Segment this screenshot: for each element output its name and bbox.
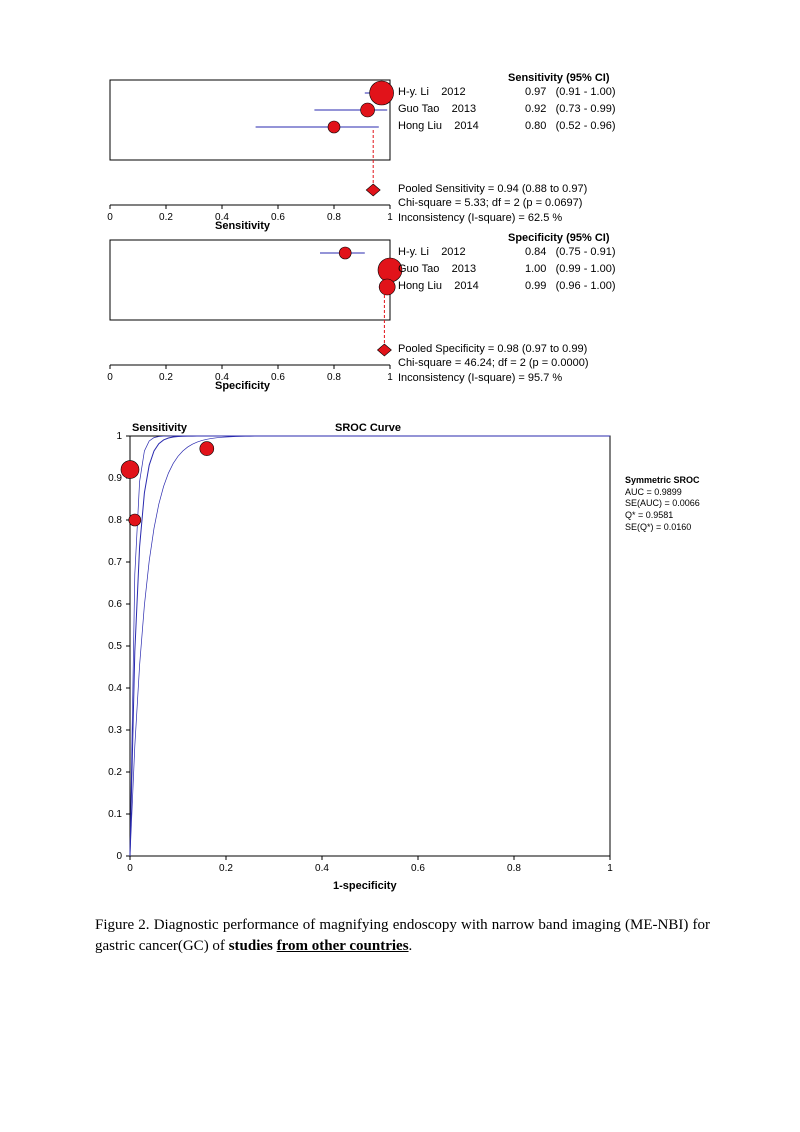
svg-text:0.5: 0.5 [108, 641, 122, 652]
svg-text:0.8: 0.8 [108, 515, 122, 526]
study-value: 0.97 (0.91 - 1.00) [525, 86, 616, 98]
study-value: 0.99 (0.96 - 1.00) [525, 280, 616, 292]
svg-text:0.4: 0.4 [108, 683, 122, 694]
study-label: Guo Tao 2013 [398, 263, 476, 275]
svg-text:0.7: 0.7 [108, 557, 122, 568]
svg-text:0: 0 [116, 851, 122, 862]
study-label: Hong Liu 2014 [398, 120, 479, 132]
figure-caption: Figure 2. Diagnostic performance of magn… [95, 915, 710, 957]
sroc-stat-1: SE(AUC) = 0.0066 [625, 498, 700, 510]
svg-text:0.8: 0.8 [327, 372, 341, 383]
svg-text:0.3: 0.3 [108, 725, 122, 736]
study-value: 0.80 (0.52 - 0.96) [525, 120, 616, 132]
svg-text:0: 0 [107, 372, 113, 383]
sensitivity-axis-label: Sensitivity [215, 220, 270, 232]
svg-text:0.2: 0.2 [219, 863, 233, 874]
svg-text:1: 1 [116, 431, 122, 442]
page-root: Sensitivity (95% CI) 00.20.40.60.8100.20… [0, 0, 800, 1132]
sroc-stat-3: SE(Q*) = 0.0160 [625, 522, 700, 534]
caption-bold1: studies [229, 938, 277, 954]
study-label: H-y. Li 2012 [398, 246, 466, 258]
svg-text:1: 1 [387, 372, 393, 383]
svg-text:0.8: 0.8 [507, 863, 521, 874]
caption-bold-under: from other countries [277, 938, 409, 954]
specificity-axis-label: Specificity [215, 380, 270, 392]
svg-text:0: 0 [107, 212, 113, 223]
sroc-xlabel: 1-specificity [333, 880, 397, 892]
study-value: 0.84 (0.75 - 0.91) [525, 246, 616, 258]
svg-text:1: 1 [607, 863, 613, 874]
svg-text:0.6: 0.6 [411, 863, 425, 874]
svg-text:0.9: 0.9 [108, 473, 122, 484]
sroc-stats: Symmetric SROC AUC = 0.9899 SE(AUC) = 0.… [625, 475, 700, 533]
caption-suffix: . [409, 938, 413, 954]
study-label: Hong Liu 2014 [398, 280, 479, 292]
study-value: 0.92 (0.73 - 0.99) [525, 103, 616, 115]
svg-text:0.4: 0.4 [315, 863, 329, 874]
svg-text:0.6: 0.6 [271, 372, 285, 383]
specificity-header: Specificity (95% CI) [508, 232, 609, 244]
svg-text:0.8: 0.8 [327, 212, 341, 223]
study-label: Guo Tao 2013 [398, 103, 476, 115]
svg-text:0.6: 0.6 [271, 212, 285, 223]
svg-text:0.6: 0.6 [108, 599, 122, 610]
svg-text:0.2: 0.2 [159, 212, 173, 223]
pooled-text: Pooled Sensitivity = 0.94 (0.88 to 0.97)… [398, 182, 587, 225]
svg-text:0: 0 [127, 863, 133, 874]
study-value: 1.00 (0.99 - 1.00) [525, 263, 616, 275]
svg-text:0.1: 0.1 [108, 809, 122, 820]
sroc-stat-0: AUC = 0.9899 [625, 487, 700, 499]
svg-text:1: 1 [387, 212, 393, 223]
study-label: H-y. Li 2012 [398, 86, 466, 98]
sroc-stats-title: Symmetric SROC [625, 475, 700, 487]
pooled-text: Pooled Specificity = 0.98 (0.97 to 0.99)… [398, 342, 589, 385]
sroc-stat-2: Q* = 0.9581 [625, 510, 700, 522]
svg-text:0.2: 0.2 [108, 767, 122, 778]
svg-text:0.2: 0.2 [159, 372, 173, 383]
